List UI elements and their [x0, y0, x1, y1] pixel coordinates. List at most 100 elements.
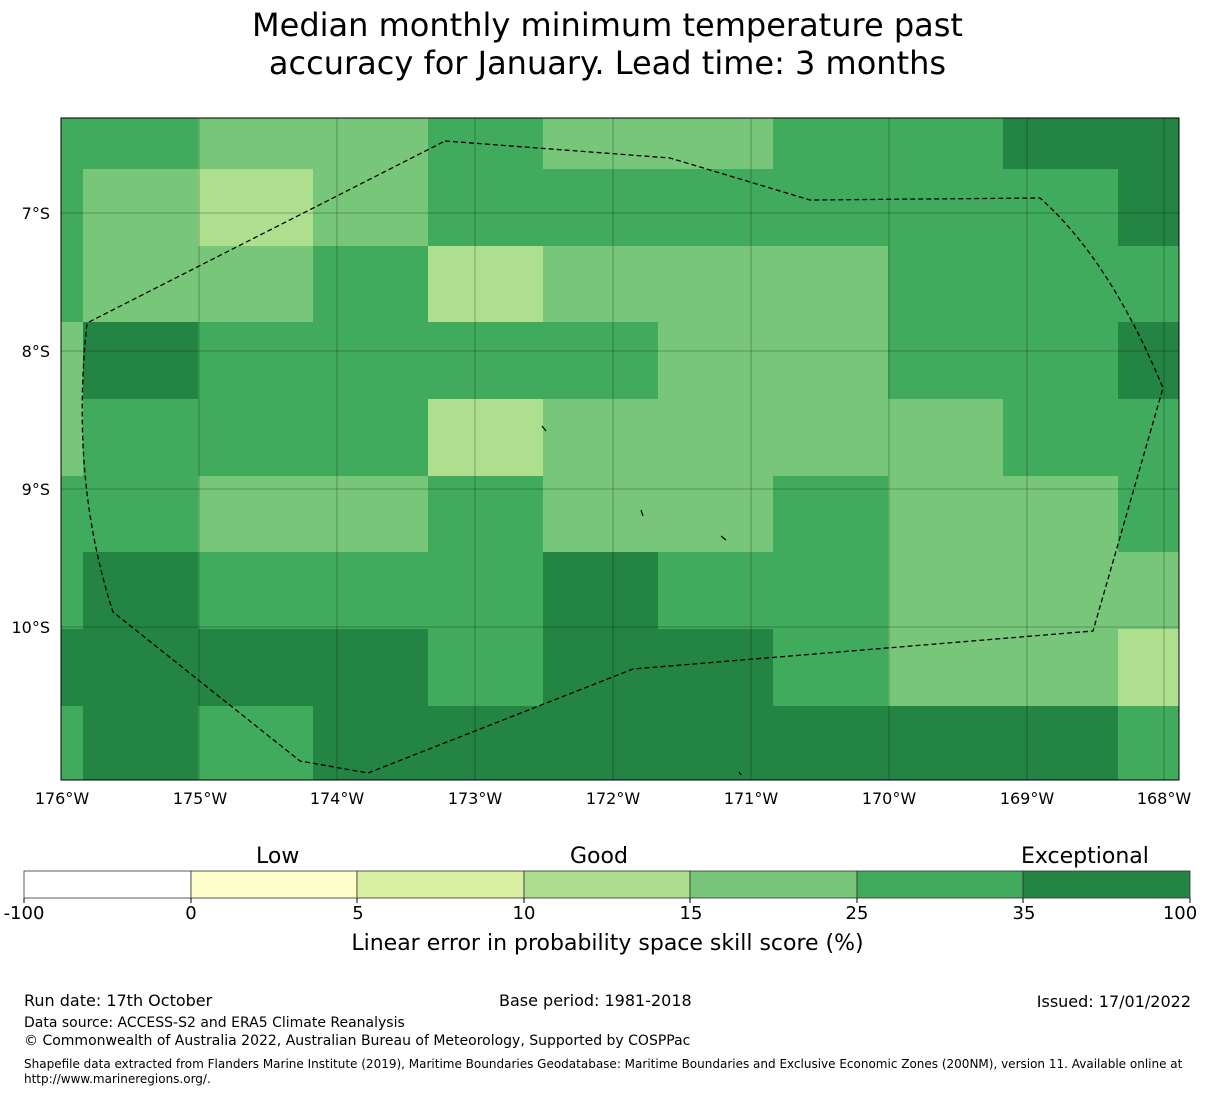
colorbar-tick: 5: [352, 903, 364, 924]
lon-label-168w: 168°W: [1136, 789, 1192, 808]
grid-cell: [61, 552, 83, 629]
grid-cell: [658, 629, 773, 706]
grid-cell: [773, 399, 888, 476]
colorbar: [23, 870, 1191, 903]
title-line-1: Median monthly minimum temperature past: [252, 6, 963, 44]
colorbar-segment: [689, 870, 858, 899]
colorbar-segment: [190, 870, 358, 899]
lat-label-10s: 10°S: [11, 618, 50, 637]
grid-cell: [658, 706, 773, 780]
grid-cell: [1003, 552, 1118, 629]
map-title: Median monthly minimum temperature past …: [0, 6, 1215, 82]
grid-cell: [61, 476, 83, 552]
grid-cell: [428, 399, 543, 476]
grid-cell: [61, 322, 83, 399]
lon-label-173w: 173°W: [447, 789, 503, 808]
grid-cell: [313, 706, 428, 780]
grid-cell: [888, 629, 1003, 706]
lon-label-169w: 169°W: [999, 789, 1055, 808]
grid-cell: [313, 169, 428, 246]
island-4: [738, 771, 742, 776]
lat-label-9s: 9°S: [21, 480, 50, 499]
grid-cell: [83, 552, 198, 629]
grid-cell: [773, 476, 888, 552]
colorbar-label: Linear error in probability space skill …: [351, 931, 864, 956]
grid-cell: [888, 706, 1003, 780]
copyright: © Commonwealth of Australia 2022, Austra…: [24, 1033, 691, 1049]
grid-cell: [428, 246, 543, 322]
islands: [541, 425, 742, 776]
grid-cell: [543, 246, 658, 322]
grid-cell: [313, 399, 428, 476]
grid-cell: [543, 399, 658, 476]
colorbar-tick: 25: [845, 903, 869, 924]
grid-cell: [543, 552, 658, 629]
colorbar-category-exceptional: Exceptional: [1021, 844, 1149, 869]
colorbar-tick: 35: [1012, 903, 1036, 924]
shapefile-note: Shapefile data extracted from Flanders M…: [24, 1057, 1183, 1086]
colorbar-tick: -100: [3, 903, 45, 924]
grid-cell: [773, 246, 888, 322]
grid-cell: [1003, 169, 1118, 246]
island-3: [720, 535, 727, 541]
grid-cell: [1003, 246, 1118, 322]
base-period: Base period: 1981-2018: [499, 991, 692, 1010]
grid-cell: [773, 118, 888, 169]
data-source: Data source: ACCESS-S2 and ERA5 Climate …: [24, 1015, 405, 1031]
grid-cell: [313, 118, 428, 169]
lat-label-8s: 8°S: [21, 342, 50, 361]
grid-cell: [428, 629, 543, 706]
grid-cell: [1118, 552, 1179, 629]
colorbar-tick: 100: [1162, 903, 1198, 924]
grid-cell: [1003, 399, 1118, 476]
grid-cell: [888, 169, 1003, 246]
colorbar-tick: 0: [185, 903, 197, 924]
grid-cell: [313, 629, 428, 706]
eez-boundary: [81, 140, 1164, 774]
grid-cell: [658, 322, 773, 399]
grid-cell: [888, 322, 1003, 399]
grid-cell: [198, 399, 313, 476]
lon-label-171w: 171°W: [723, 789, 779, 808]
grid-cell: [83, 629, 198, 706]
grid-cell: [658, 118, 773, 169]
grid-cell: [543, 322, 658, 399]
grid-cell: [1118, 476, 1179, 552]
grid-cell: [313, 476, 428, 552]
grid-cell: [658, 169, 773, 246]
grid-cell: [543, 706, 658, 780]
grid-cell: [61, 246, 83, 322]
grid-cell: [83, 246, 198, 322]
grid-cell: [428, 322, 543, 399]
issued-date: Issued: 17/01/2022: [1036, 992, 1191, 1011]
grid-cell: [888, 552, 1003, 629]
colorbar-segment: [23, 870, 192, 899]
grid-cell: [428, 169, 543, 246]
island-2: [640, 509, 644, 517]
grid-cell: [773, 629, 888, 706]
grid-cell: [1003, 629, 1118, 706]
grid-cell: [198, 706, 313, 780]
lon-label-175w: 175°W: [172, 789, 228, 808]
map-frame: [60, 117, 1180, 781]
grid-cell: [888, 246, 1003, 322]
colorbar-category-good: Good: [570, 844, 628, 869]
grid-cell: [428, 706, 543, 780]
grid-cell: [198, 629, 313, 706]
grid-cell: [1118, 629, 1179, 706]
lat-label-7s: 7°S: [21, 204, 50, 223]
lon-label-176w: 176°W: [34, 789, 90, 808]
title-line-2: accuracy for January. Lead time: 3 month…: [268, 44, 947, 82]
colorbar-segment: [523, 870, 691, 899]
grid-cell: [888, 118, 1003, 169]
run-date: Run date: 17th October: [24, 991, 213, 1010]
colorbar-segment: [1022, 870, 1191, 899]
grid-cell: [428, 552, 543, 629]
grid-cell: [773, 552, 888, 629]
grid-cell: [543, 476, 658, 552]
grid-cell: [543, 169, 658, 246]
colorbar-segment: [856, 870, 1024, 899]
lon-label-172w: 172°W: [585, 789, 641, 808]
grid-cell: [773, 706, 888, 780]
